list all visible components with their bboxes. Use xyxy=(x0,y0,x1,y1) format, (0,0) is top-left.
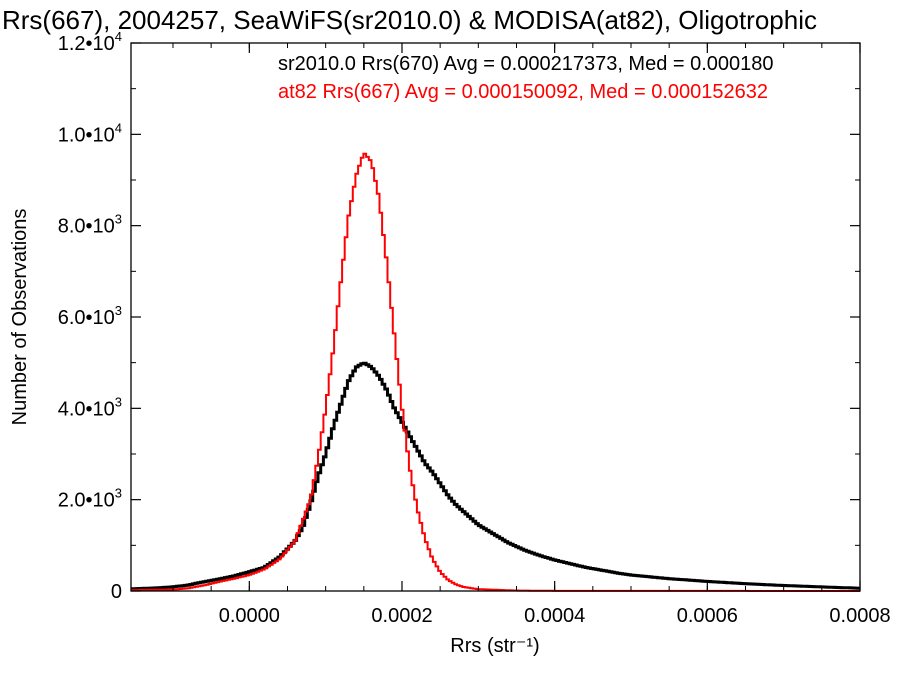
y-tick-label: 8.0•103 xyxy=(58,212,122,238)
y-tick-label: 1.0•104 xyxy=(58,120,122,146)
x-axis-label: Rrs (str⁻¹) xyxy=(450,635,539,657)
legend-entry-at82: at82 Rrs(667) Avg = 0.000150092, Med = 0… xyxy=(278,81,768,103)
chart-title: Rrs(667), 2004257, SeaWiFS(sr2010.0) & M… xyxy=(2,5,817,35)
y-tick-label: 1.2•104 xyxy=(58,29,122,55)
y-tick-label: 2.0•103 xyxy=(58,486,122,512)
y-tick-label: 0 xyxy=(111,581,122,603)
x-tick-label: 0.0004 xyxy=(524,605,585,627)
series-line-sr2010 xyxy=(131,361,860,591)
x-tick-label: 0.0002 xyxy=(371,605,432,627)
x-tick-label: 0.0006 xyxy=(677,605,738,627)
y-axis-label: Number of Observations xyxy=(9,209,31,426)
y-tick-label: 4.0•103 xyxy=(58,394,122,420)
series-line-at82 xyxy=(131,152,860,592)
legend-entry-sr2010: sr2010.0 Rrs(670) Avg = 0.000217373, Med… xyxy=(278,53,774,75)
y-tick-label: 6.0•103 xyxy=(58,303,122,329)
x-axis: 0.0000 0.0002 0.0004 0.0006 0.0008 xyxy=(172,43,891,627)
plot-frame xyxy=(130,42,861,592)
x-tick-label: 0.0008 xyxy=(829,605,890,627)
plot-area xyxy=(131,152,860,592)
x-tick-label: 0.0000 xyxy=(219,605,280,627)
y-axis: 0 2.0•103 4.0•103 6.0•103 8.0•103 1.0•104 1.2•… xyxy=(58,29,860,603)
